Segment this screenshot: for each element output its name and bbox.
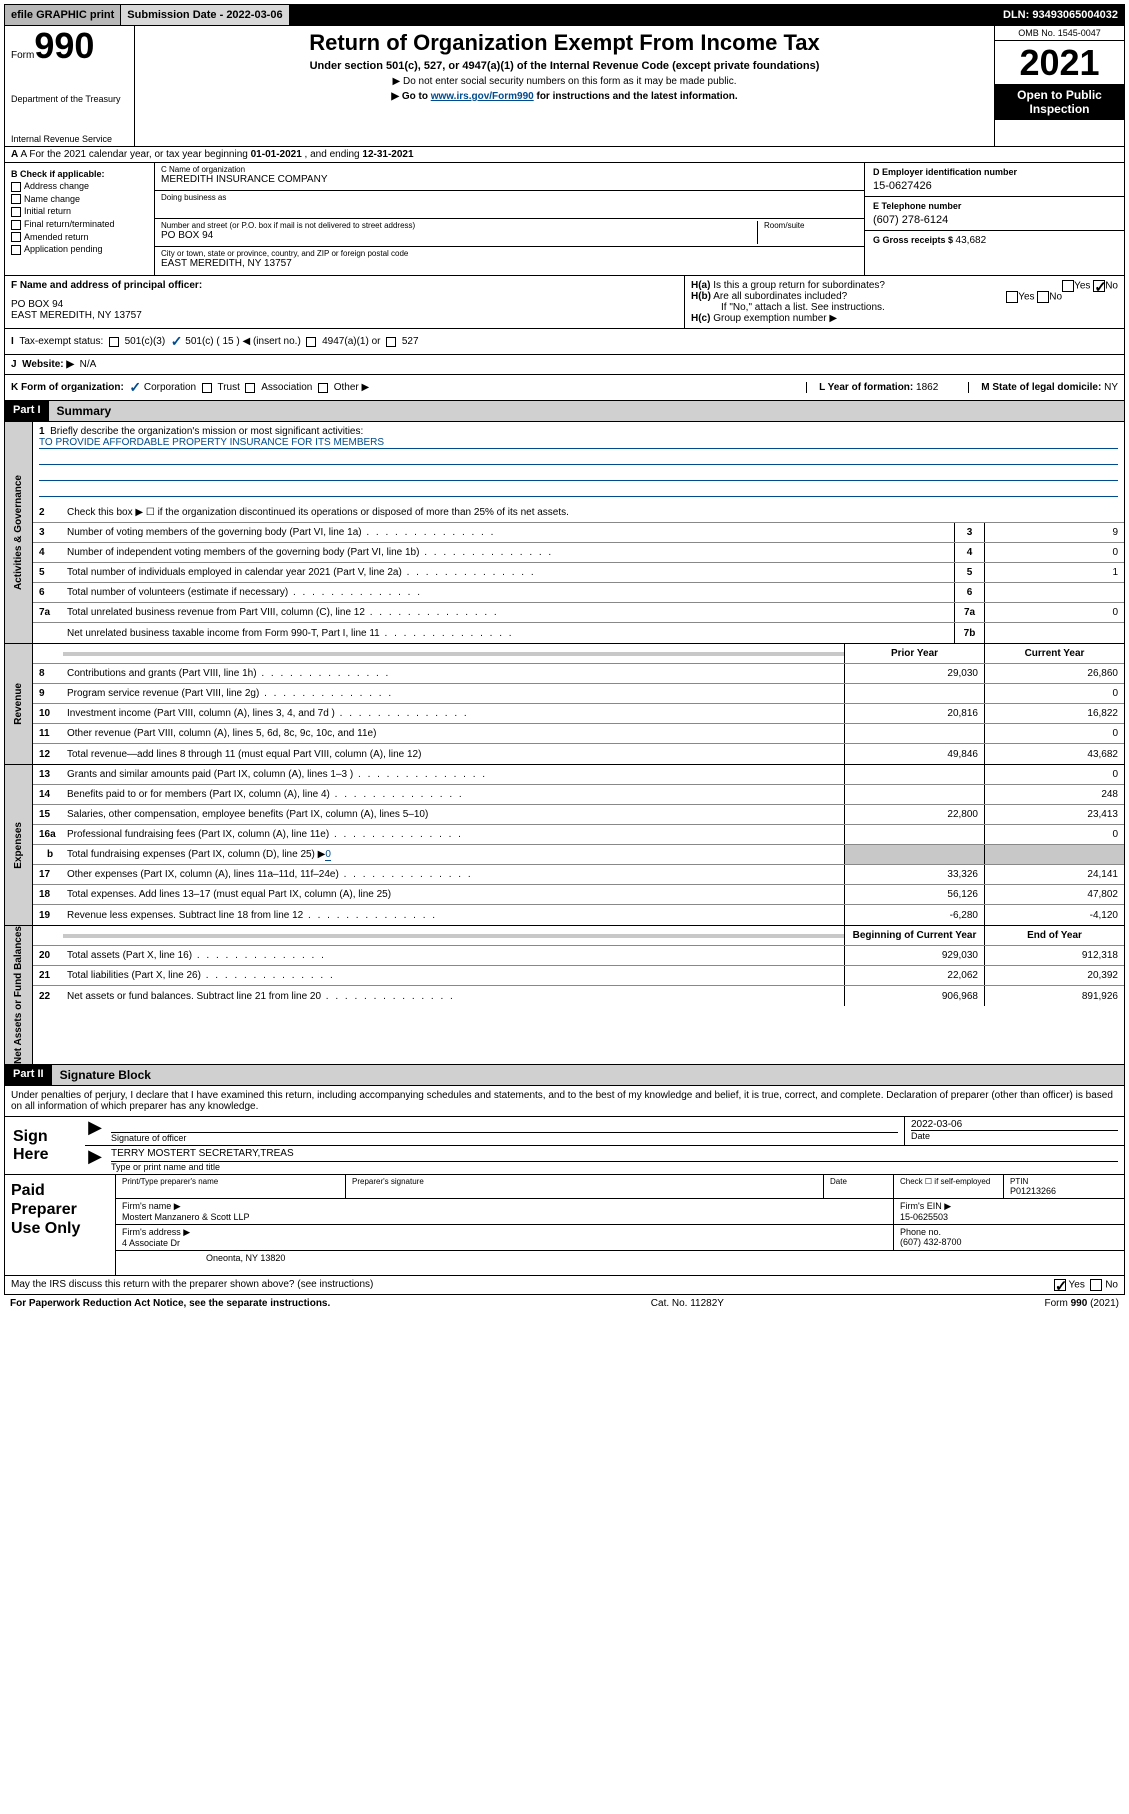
row-k-form-org: K Form of organization: ✓ Corporation Tr… xyxy=(4,375,1125,401)
firm-addr1: 4 Associate Dr xyxy=(122,1238,887,1248)
rev-8-curr: 26,860 xyxy=(984,664,1124,683)
form-title: Return of Organization Exempt From Incom… xyxy=(143,30,986,56)
row-a-tax-year: A A For the 2021 calendar year, or tax y… xyxy=(4,147,1125,163)
gross-receipts: 43,682 xyxy=(956,235,987,246)
row-f-h: F Name and address of principal officer:… xyxy=(4,276,1125,329)
hb-no[interactable] xyxy=(1037,291,1049,303)
part1-header: Part I Summary xyxy=(4,401,1125,422)
paperwork-row: For Paperwork Reduction Act Notice, see … xyxy=(4,1295,1125,1312)
irs-label: Internal Revenue Service xyxy=(11,134,128,144)
val-7a: 0 xyxy=(984,603,1124,622)
cat-no: Cat. No. 11282Y xyxy=(651,1298,724,1309)
city-state-zip: EAST MEREDITH, NY 13757 xyxy=(161,258,858,269)
chk-4947[interactable] xyxy=(306,337,316,347)
val-3: 9 xyxy=(984,523,1124,542)
arrow-icon: ▶ xyxy=(85,1146,105,1174)
ssn-warning: ▶ Do not enter social security numbers o… xyxy=(143,76,986,87)
revenue-section: Revenue Prior YearCurrent Year 8Contribu… xyxy=(4,644,1125,765)
chk-name-change[interactable] xyxy=(11,194,21,204)
firm-name: Mostert Manzanero & Scott LLP xyxy=(122,1212,887,1222)
org-name: MEREDITH INSURANCE COMPANY xyxy=(161,174,858,185)
chk-initial-return[interactable] xyxy=(11,207,21,217)
val-6 xyxy=(984,583,1124,602)
part2-header: Part II Signature Block xyxy=(4,1065,1125,1086)
identity-block: B Check if applicable: Address change Na… xyxy=(4,163,1125,276)
form-subtitle: Under section 501(c), 527, or 4947(a)(1)… xyxy=(143,60,986,72)
ha-yes[interactable] xyxy=(1062,280,1074,292)
expenses-section: Expenses 13Grants and similar amounts pa… xyxy=(4,765,1125,926)
state-domicile: NY xyxy=(1104,382,1118,393)
vtab-expenses: Expenses xyxy=(13,822,24,869)
rev-8-prior: 29,030 xyxy=(844,664,984,683)
dln-label: DLN: 93493065004032 xyxy=(997,5,1124,25)
topbar-spacer xyxy=(290,5,997,25)
chk-527[interactable] xyxy=(386,337,396,347)
row-j-website: J Website: ▶ N/A xyxy=(4,355,1125,375)
row-i-tax-status: I Tax-exempt status: 501(c)(3) ✓ 501(c) … xyxy=(4,329,1125,355)
officer-addr1: PO BOX 94 xyxy=(11,299,678,310)
form-ref: Form 990 (2021) xyxy=(1045,1298,1119,1309)
firm-addr2: Oneonta, NY 13820 xyxy=(206,1253,1118,1263)
ha-no[interactable] xyxy=(1093,280,1105,292)
officer-addr2: EAST MEREDITH, NY 13757 xyxy=(11,310,678,321)
chk-corp[interactable]: ✓ xyxy=(129,379,141,396)
chk-app-pending[interactable] xyxy=(11,245,21,255)
form-word: Form xyxy=(11,50,34,61)
form-number: 990 xyxy=(34,25,94,66)
activities-governance: Activities & Governance 1 Briefly descri… xyxy=(4,422,1125,644)
website-val: N/A xyxy=(80,359,97,370)
sig-date: 2022-03-06 xyxy=(911,1119,1118,1130)
street: PO BOX 94 xyxy=(161,230,751,241)
arrow-icon: ▶ xyxy=(85,1117,105,1145)
dept-label: Department of the Treasury xyxy=(11,94,128,104)
mission-text: TO PROVIDE AFFORDABLE PROPERTY INSURANCE… xyxy=(39,437,1118,449)
discuss-row: May the IRS discuss this return with the… xyxy=(4,1276,1125,1295)
signature-intro: Under penalties of perjury, I declare th… xyxy=(4,1086,1125,1117)
chk-501c3[interactable] xyxy=(109,337,119,347)
col-b-checkboxes: B Check if applicable: Address change Na… xyxy=(5,163,155,275)
val-7b xyxy=(984,623,1124,643)
submission-date: Submission Date - 2022-03-06 xyxy=(121,5,289,25)
net-assets-section: Net Assets or Fund Balances Beginning of… xyxy=(4,926,1125,1065)
vtab-governance: Activities & Governance xyxy=(13,475,24,590)
telephone: (607) 278-6124 xyxy=(873,214,1116,226)
vtab-revenue: Revenue xyxy=(13,683,24,725)
paid-preparer-block: Paid Preparer Use Only Print/Type prepar… xyxy=(4,1175,1125,1276)
open-inspection: Open to Public Inspection xyxy=(995,84,1124,120)
discuss-no[interactable] xyxy=(1090,1279,1102,1291)
ein: 15-0627426 xyxy=(873,180,1116,192)
chk-address-change[interactable] xyxy=(11,182,21,192)
irs-link[interactable]: www.irs.gov/Form990 xyxy=(431,91,534,102)
firm-ein: 15-0625503 xyxy=(900,1212,1118,1222)
chk-amended[interactable] xyxy=(11,232,21,242)
sign-here-block: Sign Here ▶ Signature of officer 2022-03… xyxy=(4,1117,1125,1175)
val-5: 1 xyxy=(984,563,1124,582)
efile-label[interactable]: efile GRAPHIC print xyxy=(5,5,121,25)
ptin: P01213266 xyxy=(1010,1186,1118,1196)
chk-assoc[interactable] xyxy=(245,383,255,393)
chk-final-return[interactable] xyxy=(11,220,21,230)
val-4: 0 xyxy=(984,543,1124,562)
discuss-yes[interactable] xyxy=(1054,1279,1066,1291)
chk-501c[interactable]: ✓ xyxy=(171,333,183,350)
col-c-org-info: C Name of organization MEREDITH INSURANC… xyxy=(155,163,864,275)
chk-trust[interactable] xyxy=(202,383,212,393)
tax-year: 2021 xyxy=(995,41,1124,84)
omb-number: OMB No. 1545-0047 xyxy=(995,26,1124,41)
hb-yes[interactable] xyxy=(1006,291,1018,303)
vtab-netassets: Net Assets or Fund Balances xyxy=(13,926,24,1064)
col-d-e-g: D Employer identification number 15-0627… xyxy=(864,163,1124,275)
top-bar: efile GRAPHIC print Submission Date - 20… xyxy=(4,4,1125,26)
year-formation: 1862 xyxy=(916,382,938,393)
chk-other[interactable] xyxy=(318,383,328,393)
form-header: Form990 Department of the Treasury Inter… xyxy=(4,26,1125,147)
firm-phone: (607) 432-8700 xyxy=(900,1237,1118,1247)
officer-name: TERRY MOSTERT SECRETARY,TREAS xyxy=(111,1148,1118,1162)
instructions-line: ▶ Go to www.irs.gov/Form990 for instruct… xyxy=(143,91,986,102)
